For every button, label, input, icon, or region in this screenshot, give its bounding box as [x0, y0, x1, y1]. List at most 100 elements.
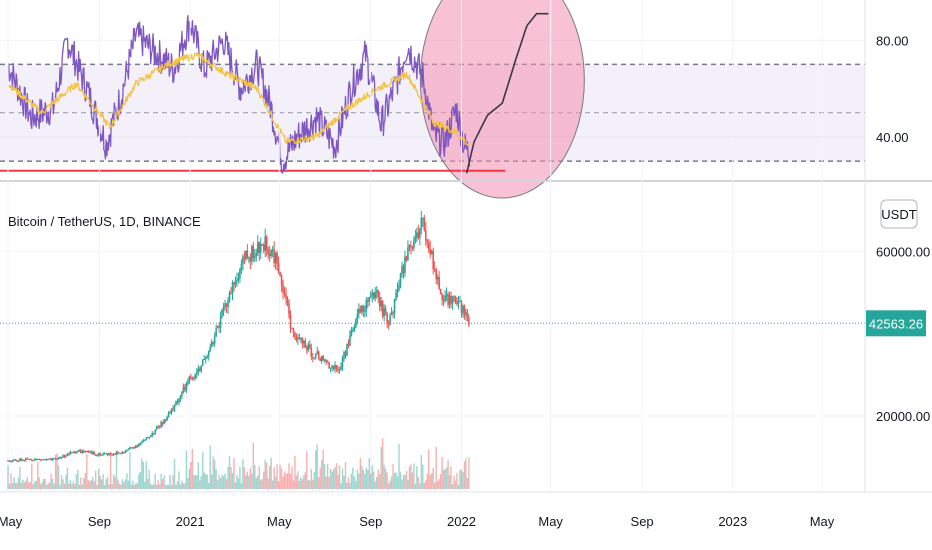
candle-body: [33, 459, 36, 461]
candle-body: [63, 455, 66, 457]
volume-bar: [341, 468, 344, 489]
volume-bar: [191, 448, 194, 489]
volume-bar: [414, 483, 417, 489]
volume-bar: [264, 459, 266, 489]
candle-body: [297, 337, 299, 340]
volume-bar: [142, 461, 144, 489]
candle-body: [48, 458, 51, 460]
candle-body: [222, 307, 225, 310]
candle-body: [184, 386, 186, 391]
candle-body: [191, 378, 194, 380]
volume-bar: [283, 471, 286, 489]
candle-body: [255, 253, 258, 257]
volume-bar: [75, 474, 78, 489]
candle-body: [84, 450, 87, 453]
volume-bar: [346, 482, 348, 489]
candle-body: [39, 459, 42, 461]
volume-bar: [167, 484, 170, 489]
price-panel: Bitcoin / TetherUS, 1D, BINANCE USDT 600…: [0, 0, 930, 492]
candle-body: [460, 300, 463, 313]
candle-body: [390, 312, 393, 315]
volume-bar: [138, 474, 140, 489]
volume-bar: [410, 464, 412, 489]
candle-body: [118, 452, 121, 454]
time-axis-label: Sep: [359, 514, 382, 529]
volume-bar: [258, 466, 260, 489]
volume-bar: [349, 483, 351, 489]
candle-body: [245, 250, 247, 259]
volume-bar: [417, 476, 420, 489]
candle-body: [44, 459, 46, 461]
volume-bar: [8, 483, 11, 489]
volume-bar: [108, 484, 110, 489]
volume-bar: [45, 484, 48, 489]
candle-body: [242, 256, 244, 264]
candle-body: [435, 269, 437, 280]
volume-bar: [465, 458, 467, 489]
candle-body: [366, 300, 369, 302]
volume-bar: [184, 483, 186, 489]
candle-body: [454, 297, 457, 302]
candle-body: [42, 459, 45, 461]
candle-body: [369, 295, 372, 298]
volume-bar: [396, 476, 399, 489]
volume-bar: [364, 473, 366, 489]
volume-bar: [289, 473, 292, 489]
volume-bar: [459, 469, 461, 489]
volume-bar: [199, 480, 201, 489]
candle-body: [451, 296, 454, 304]
time-axis[interactable]: May Sep 2021 May Sep 2022 May Sep 2023 May: [0, 514, 835, 529]
candle-body: [7, 460, 9, 462]
candle-body: [193, 378, 195, 380]
candle-body: [316, 351, 319, 354]
volume-bar: [428, 449, 430, 489]
series-legend[interactable]: Bitcoin / TetherUS, 1D, BINANCE: [8, 214, 201, 229]
volume-bar: [447, 460, 449, 489]
candle-body: [262, 245, 265, 251]
candle-body: [254, 256, 256, 258]
candle-body: [158, 427, 161, 429]
volume-bar: [92, 476, 94, 489]
volume-bar: [65, 474, 67, 489]
volume-bar: [60, 475, 63, 489]
candle-body: [380, 300, 382, 307]
candle-body: [201, 359, 204, 366]
volume-bar: [323, 464, 326, 489]
volume-bar: [28, 482, 30, 489]
candle-body: [234, 280, 237, 285]
volume-bar: [89, 481, 91, 489]
candle-body: [129, 447, 131, 450]
volume-bar: [38, 477, 40, 489]
candle-body: [187, 381, 189, 384]
candle-body: [457, 300, 460, 305]
candle-body: [146, 437, 149, 439]
candle-body: [337, 369, 339, 371]
volume-bar: [350, 473, 353, 489]
candle-body: [436, 277, 439, 280]
volume-bar: [179, 484, 182, 489]
volume-bar: [40, 484, 42, 489]
candle-body: [77, 450, 79, 452]
volume-bar: [451, 484, 454, 489]
candle-body: [141, 441, 143, 443]
volume-bar: [356, 469, 359, 489]
candle-body: [62, 455, 64, 458]
volume-bar: [127, 480, 130, 489]
volume-bar: [335, 463, 338, 489]
candle-body: [80, 450, 82, 453]
candle-body: [353, 327, 356, 330]
currency-badge[interactable]: USDT: [880, 199, 918, 229]
candle-body: [45, 458, 48, 460]
candle-body: [11, 460, 14, 462]
candle-body: [32, 460, 35, 462]
volume-bar: [331, 471, 333, 489]
candle-body: [196, 371, 198, 375]
volume-bar: [362, 469, 365, 489]
volume-bar: [271, 480, 274, 489]
candle-body: [346, 344, 348, 356]
candle-body: [198, 368, 201, 371]
candle-body: [273, 249, 275, 264]
volume-bar: [344, 461, 347, 489]
candle-body: [311, 356, 314, 358]
last-price-label: 42563.26: [869, 316, 923, 331]
